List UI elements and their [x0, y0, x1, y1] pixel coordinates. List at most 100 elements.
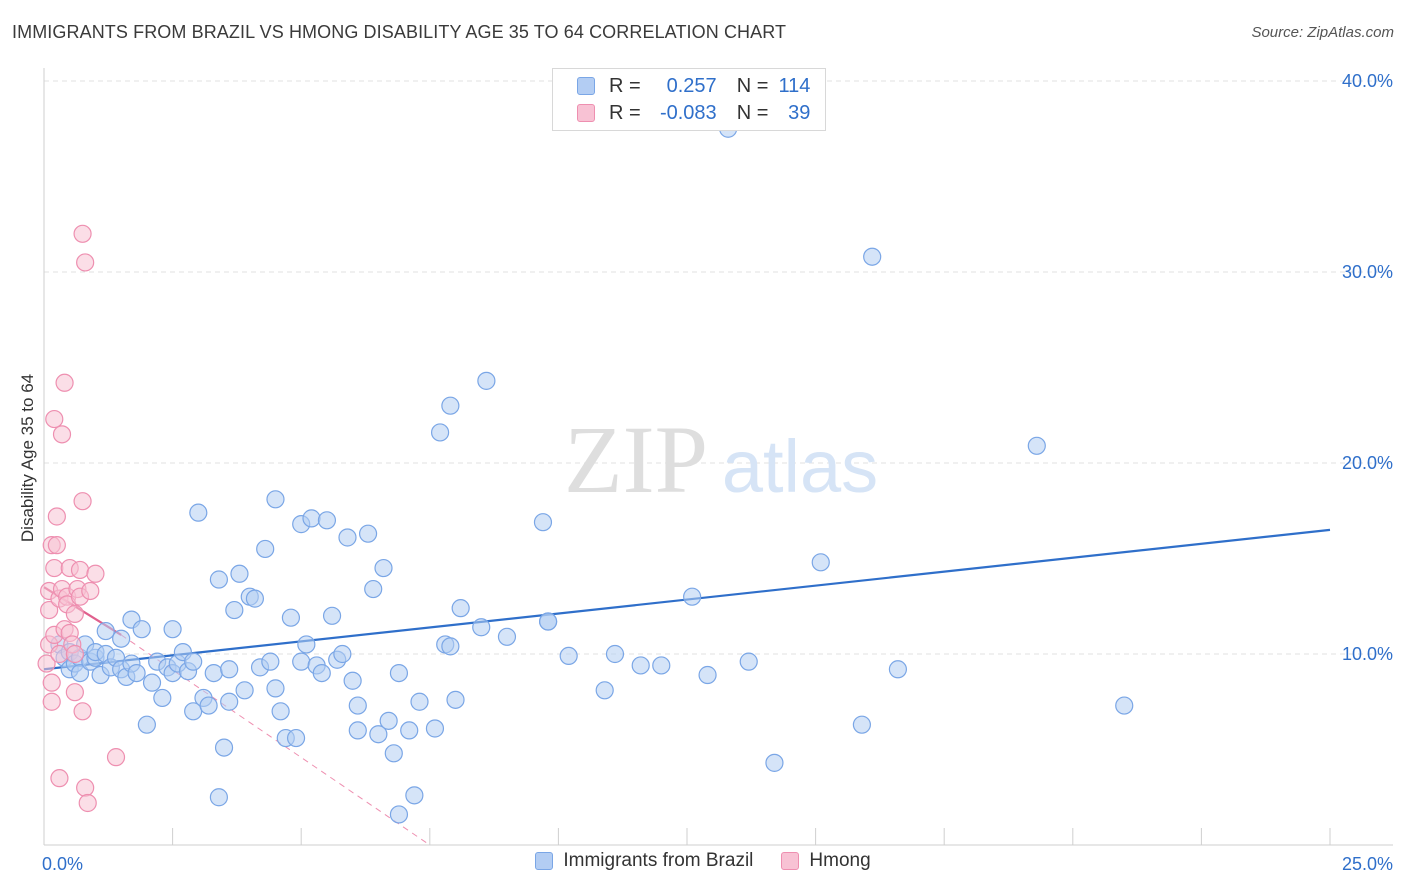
hmong-point	[65, 644, 84, 664]
brazil-point	[220, 660, 239, 679]
brazil-point	[266, 490, 285, 509]
brazil-point	[230, 564, 249, 583]
brazil-point	[348, 721, 367, 740]
brazil-point	[811, 553, 830, 572]
hmong-point	[65, 683, 84, 702]
brazil-point	[533, 513, 553, 532]
hmong-point	[106, 748, 126, 767]
brazil-point	[389, 663, 409, 683]
hmong-point	[42, 692, 61, 711]
hmong-point	[40, 600, 59, 620]
brazil-point	[389, 805, 409, 824]
brazil-point	[379, 711, 398, 730]
brazil-point	[338, 528, 357, 547]
brazil-point	[189, 503, 208, 522]
n-label: N =	[736, 74, 769, 97]
legend-item-brazil: Immigrants from Brazil	[535, 850, 753, 872]
brazil-point	[410, 692, 429, 711]
brazil-point	[698, 665, 717, 685]
brazil-point	[358, 524, 378, 543]
hmong-point	[70, 560, 90, 580]
hmong-point	[52, 425, 72, 444]
r-value: -0.083	[659, 101, 717, 124]
brazil-point	[384, 744, 403, 763]
brazil-point	[137, 715, 156, 734]
brazil-point	[96, 621, 115, 641]
legend-label-brazil: Immigrants from Brazil	[563, 850, 754, 871]
hmong-point	[47, 507, 66, 526]
points-layer	[37, 119, 1134, 824]
brazil-point	[400, 721, 419, 740]
brazil-point	[127, 663, 146, 683]
brazil-point	[441, 637, 460, 656]
source-label: Source: ZipAtlas.com	[1251, 24, 1394, 41]
hmong-point	[76, 253, 95, 272]
hmong-point	[50, 769, 69, 788]
brazil-point	[477, 371, 496, 390]
brazil-point	[451, 599, 470, 618]
hmong-point	[81, 581, 100, 601]
brazil-point	[539, 612, 558, 631]
stats-legend: R = 0.257 N = 114 R = -0.083 N = 39	[552, 68, 826, 131]
brazil-point	[312, 663, 331, 683]
y-tick-label: 10.0%	[1342, 644, 1393, 664]
hmong-point	[47, 536, 66, 555]
series-legend: Immigrants from Brazil Hmong	[0, 850, 1406, 872]
brazil-point	[405, 786, 424, 805]
hmong-point	[45, 409, 64, 429]
brazil-swatch	[577, 77, 595, 95]
legend-label-hmong: Hmong	[809, 850, 871, 871]
brazil-point	[472, 618, 491, 637]
brazil-point	[683, 587, 702, 606]
brazil-point	[441, 396, 460, 415]
n-value: 114	[778, 74, 811, 97]
brazil-point	[245, 589, 265, 608]
brazil-point	[235, 681, 254, 700]
hmong-point	[73, 224, 92, 243]
brazil-point	[631, 656, 650, 675]
brazil-point	[364, 579, 383, 599]
watermark: ZIP atlas	[564, 406, 878, 513]
hmong-point	[65, 604, 84, 623]
stats-row-brazil: R = 0.257 N = 114	[577, 73, 810, 99]
brazil-point	[204, 663, 223, 683]
legend-swatch-hmong	[781, 852, 800, 870]
brazil-point	[425, 719, 445, 738]
y-tick-label: 30.0%	[1342, 262, 1393, 282]
brazil-point	[497, 627, 517, 646]
brazil-point	[852, 715, 871, 734]
hmong-point	[78, 793, 97, 813]
brazil-point	[256, 539, 275, 559]
watermark-zip: ZIP	[564, 406, 708, 513]
n-value: 39	[788, 101, 811, 124]
brazil-point	[322, 606, 342, 625]
hmong-trend-extension	[120, 634, 431, 846]
brazil-point	[343, 671, 362, 690]
brazil-point	[446, 690, 465, 709]
brazil-point	[292, 652, 311, 671]
brazil-point	[888, 660, 908, 679]
brazil-point	[214, 738, 234, 757]
hmong-point	[73, 702, 92, 721]
r-value: 0.257	[666, 74, 717, 97]
hmong-point	[73, 492, 92, 511]
x-tick-label: 25.0%	[1342, 854, 1393, 874]
legend-item-hmong: Hmong	[781, 850, 871, 872]
brazil-point	[430, 423, 450, 442]
brazil-point	[765, 753, 784, 772]
hmong-point	[37, 654, 56, 673]
hmong-point	[55, 373, 74, 392]
brazil-point	[271, 702, 290, 721]
brazil-point	[286, 728, 306, 748]
brazil-point	[1115, 696, 1134, 715]
watermark-atlas: atlas	[722, 425, 878, 508]
x-tick-label: 0.0%	[42, 854, 83, 874]
brazil-point	[163, 620, 182, 639]
n-label: N =	[736, 101, 769, 124]
brazil-point	[348, 696, 367, 715]
brazil-point	[652, 656, 671, 675]
brazil-point	[317, 511, 337, 530]
brazil-point	[863, 247, 882, 266]
hmong-point	[42, 673, 61, 692]
